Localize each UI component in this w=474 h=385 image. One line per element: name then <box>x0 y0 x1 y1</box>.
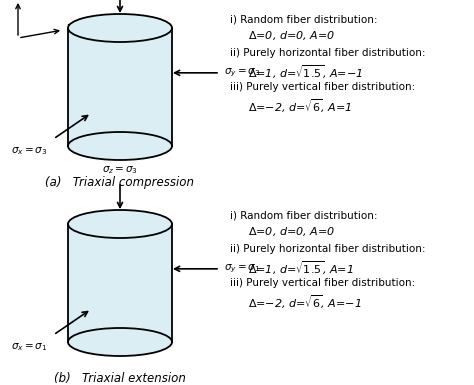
Ellipse shape <box>68 14 172 42</box>
Text: $\Delta$=0, $d$=0, $A$=0: $\Delta$=0, $d$=0, $A$=0 <box>248 225 335 238</box>
Text: $\Delta$=1, $d$=$\sqrt{1.5}$, $A$=1: $\Delta$=1, $d$=$\sqrt{1.5}$, $A$=1 <box>248 259 354 277</box>
Polygon shape <box>68 224 172 342</box>
Text: iii) Purely vertical fiber distribution:: iii) Purely vertical fiber distribution: <box>230 278 415 288</box>
Text: $\Delta$=0, $d$=0, $A$=0: $\Delta$=0, $d$=0, $A$=0 <box>248 29 335 42</box>
Text: iii) Purely vertical fiber distribution:: iii) Purely vertical fiber distribution: <box>230 82 415 92</box>
Ellipse shape <box>68 210 172 238</box>
Text: $\sigma_y = \sigma_3$: $\sigma_y = \sigma_3$ <box>224 67 261 79</box>
Text: (a)   Triaxial compression: (a) Triaxial compression <box>46 176 194 189</box>
Text: ii) Purely horizontal fiber distribution:: ii) Purely horizontal fiber distribution… <box>230 244 426 254</box>
Text: y: y <box>67 22 74 32</box>
Ellipse shape <box>68 328 172 356</box>
Polygon shape <box>68 28 172 146</box>
Text: $\Delta$=1, $d$=$\sqrt{1.5}$, $A$=−1: $\Delta$=1, $d$=$\sqrt{1.5}$, $A$=−1 <box>248 63 363 81</box>
Text: ii) Purely horizontal fiber distribution:: ii) Purely horizontal fiber distribution… <box>230 48 426 58</box>
Text: $\sigma_x = \sigma_3$: $\sigma_x = \sigma_3$ <box>11 145 47 157</box>
Text: $\sigma_z = \sigma_3$: $\sigma_z = \sigma_3$ <box>102 164 138 176</box>
Text: $\Delta$=−2, $d$=$\sqrt{6}$, $A$=−1: $\Delta$=−2, $d$=$\sqrt{6}$, $A$=−1 <box>248 293 362 311</box>
Text: i) Random fiber distribution:: i) Random fiber distribution: <box>230 14 377 24</box>
Text: $\sigma_y = \sigma_1$: $\sigma_y = \sigma_1$ <box>224 263 261 275</box>
Text: i) Random fiber distribution:: i) Random fiber distribution: <box>230 210 377 220</box>
Text: $\Delta$=−2, $d$=$\sqrt{6}$, $A$=1: $\Delta$=−2, $d$=$\sqrt{6}$, $A$=1 <box>248 97 352 115</box>
Text: $\sigma_x = \sigma_1$: $\sigma_x = \sigma_1$ <box>11 341 47 353</box>
Text: (b)   Triaxial extension: (b) Triaxial extension <box>54 372 186 385</box>
Ellipse shape <box>68 132 172 160</box>
